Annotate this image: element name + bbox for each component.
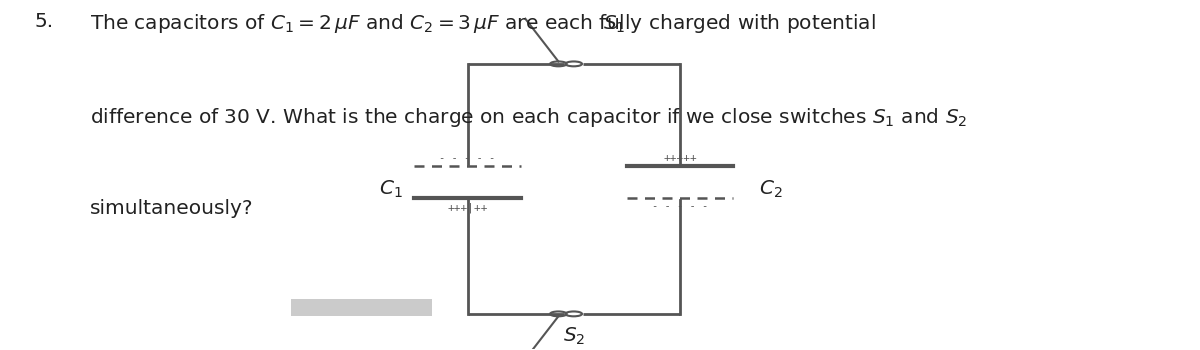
Text: +++|++: +++|++	[448, 202, 487, 212]
Text: $C_2$: $C_2$	[760, 178, 782, 200]
Text: $S_1$: $S_1$	[604, 14, 625, 35]
Text: 5.: 5.	[35, 12, 54, 31]
FancyBboxPatch shape	[290, 299, 432, 316]
Text: +++++: +++++	[664, 153, 697, 163]
Text: - - - - -: - - - - -	[652, 201, 708, 211]
Text: $S_2$: $S_2$	[563, 326, 584, 347]
Text: simultaneously?: simultaneously?	[90, 199, 253, 218]
Text: - - - - -: - - - - -	[439, 153, 496, 163]
Text: The capacitors of $C_1 = 2\,\mu F$ and $C_2 = 3\,\mu F$ are each fully charged w: The capacitors of $C_1 = 2\,\mu F$ and $…	[90, 12, 876, 35]
Text: difference of 30 V. What is the charge on each capacitor if we close switches $S: difference of 30 V. What is the charge o…	[90, 106, 967, 128]
Text: $C_1$: $C_1$	[379, 178, 403, 200]
